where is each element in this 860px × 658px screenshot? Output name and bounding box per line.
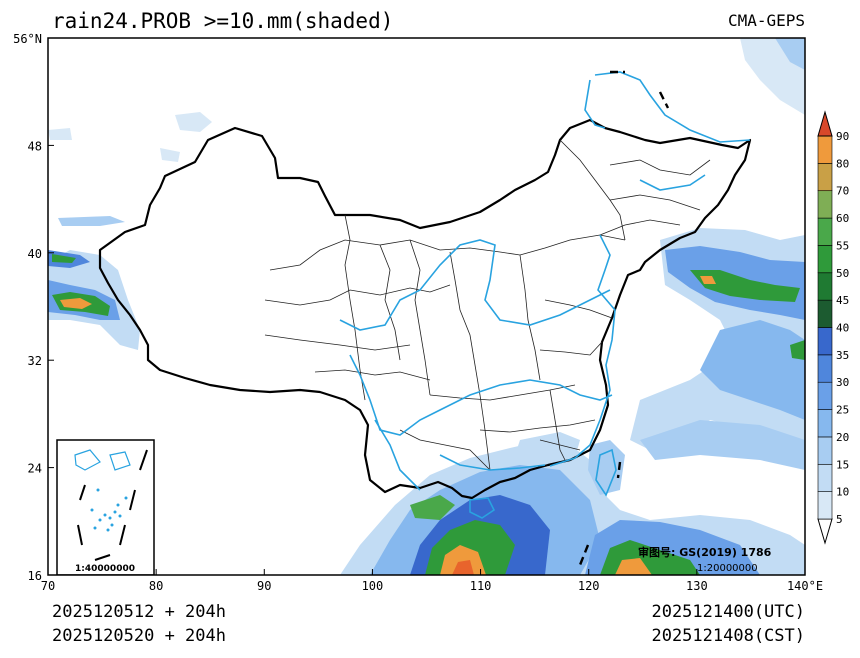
northeast-coastline (584, 79, 606, 129)
colorbar-label: 5 (836, 513, 843, 526)
colorbar-segment (817, 491, 833, 520)
lat-tick-label: 16 (28, 569, 42, 583)
lon-tick-label: 80 (149, 579, 163, 593)
map-frame (47, 37, 806, 576)
colorbar-max-triangle (817, 110, 833, 137)
chart-title: rain24.PROB >=10.mm(shaded) (52, 9, 393, 33)
lat-tick-label: 24 (28, 462, 42, 476)
lon-tick-label: 110 (470, 579, 492, 593)
taiwan-island (595, 448, 617, 497)
lon-tick-label: 70 (41, 579, 55, 593)
lat-tick-label: 56°N (13, 32, 42, 46)
colorbar-label: 30 (836, 376, 849, 389)
colorbar-segment (817, 299, 833, 328)
colorbar-label: 35 (836, 349, 849, 362)
rain-patch-kazakh (160, 148, 180, 162)
colorbar-label: 60 (836, 212, 849, 225)
colorbar-segment (817, 381, 833, 410)
colorbar-label: 40 (836, 322, 849, 335)
rain-patch-mongolia (175, 112, 212, 132)
rain-area-east-peak (700, 276, 716, 284)
inset-map-frame (56, 439, 155, 575)
valid-time-utc: 2025121400(UTC) (651, 602, 805, 622)
inset-map: 1:40000000 (56, 439, 155, 575)
colorbar-segment (817, 245, 833, 274)
colorbar-segment (817, 163, 833, 192)
rain-area-northeast-mid (775, 38, 805, 70)
colorbar-label: 80 (836, 157, 849, 170)
province-borders (264, 139, 711, 471)
lat-tick-label: 32 (28, 354, 42, 368)
init-time-cst: 2025120520 + 204h (52, 626, 226, 646)
lon-tick-label: 100 (362, 579, 384, 593)
colorbar-segment (817, 463, 833, 492)
rivers (339, 71, 751, 519)
colorbar-label: 20 (836, 431, 849, 444)
rain-area-west-peak (60, 298, 92, 309)
longitude-axis: 70 80 90 100 110 120 130 140°E (41, 569, 823, 593)
colorbar: 5 10 15 20 25 30 35 40 45 50 55 60 70 80 90 (817, 110, 849, 545)
lon-tick-label: 140°E (787, 579, 823, 593)
amur-river (594, 71, 751, 143)
lat-tick-label: 48 (28, 139, 42, 153)
colorbar-segment (817, 409, 833, 438)
lon-tick-label: 120 (578, 579, 600, 593)
main-map-scale: 1:20000000 (697, 563, 758, 574)
lat-tick-label: 40 (28, 247, 42, 261)
yellow-river (339, 239, 611, 331)
rain-area-east-lower-core (790, 340, 805, 360)
colorbar-label: 70 (836, 185, 849, 198)
map-area: 1:40000000 审图号: GS(2019) 1786 1:20000000 (48, 38, 805, 575)
east-coast (549, 234, 616, 467)
colorbar-segment (817, 217, 833, 246)
init-time-utc: 2025120512 + 204h (52, 602, 226, 622)
colorbar-label: 45 (836, 294, 849, 307)
map-review-number: 审图号: GS(2019) 1786 (638, 545, 772, 559)
inset-nine-dash-line (77, 449, 148, 561)
colorbar-segment (817, 436, 833, 465)
lon-tick-label: 130 (686, 579, 708, 593)
colorbar-segment (817, 190, 833, 219)
latitude-axis: 56°N 48 40 32 24 16 (13, 32, 54, 583)
rain-area-southeast-peak (615, 558, 652, 575)
pearl-river (439, 454, 546, 471)
probability-shading (48, 38, 805, 575)
colorbar-label: 55 (836, 239, 849, 252)
rain-area-east-band (640, 420, 805, 470)
rain-area-sichuan (515, 432, 580, 460)
rain-streak-northwest (58, 216, 125, 226)
rain-patch-kazakh-2 (48, 128, 72, 140)
colorbar-segment (817, 272, 833, 301)
southwest-river (374, 419, 421, 491)
songhua-river (639, 174, 706, 191)
model-source: CMA-GEPS (728, 11, 805, 30)
inset-scale-label: 1:40000000 (75, 564, 135, 574)
inset-islands (90, 488, 128, 532)
colorbar-label: 10 (836, 486, 849, 499)
colorbar-min-triangle (817, 518, 833, 545)
rain-area-west-north-core (52, 254, 76, 263)
inset-coastline (74, 449, 131, 471)
colorbar-segment (817, 354, 833, 383)
rain-area-south-maxpeak (452, 560, 474, 575)
china-border (98, 118, 752, 500)
yangtze-river (349, 354, 613, 436)
colorbar-label: 50 (836, 267, 849, 280)
colorbar-segment (817, 135, 833, 164)
valid-time-cst: 2025121408(CST) (651, 626, 805, 646)
rain-area-south-green-2 (410, 495, 455, 520)
rain-area-south-peak (440, 545, 486, 575)
hainan-island (469, 497, 496, 519)
lon-tick-label: 90 (257, 579, 271, 593)
colorbar-segment (817, 327, 833, 356)
rain-area-east-lower (700, 320, 805, 420)
colorbar-label: 15 (836, 458, 849, 471)
rain-area-east-core (690, 270, 800, 302)
colorbar-label: 90 (836, 130, 849, 143)
colorbar-label: 25 (836, 404, 849, 417)
